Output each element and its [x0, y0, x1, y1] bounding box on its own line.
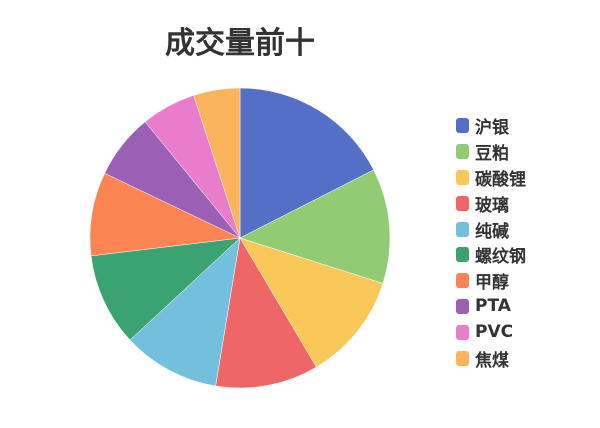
- legend-swatch: [456, 298, 469, 314]
- legend-item[interactable]: 沪银: [456, 113, 526, 139]
- legend-swatch: [456, 144, 469, 160]
- legend-label: 焦煤: [475, 350, 509, 371]
- legend-label: 玻璃: [475, 195, 509, 216]
- pie-slice-6[interactable]: [89, 172, 241, 257]
- legend-item[interactable]: 豆粕: [456, 139, 526, 165]
- pie-slice-9[interactable]: [193, 87, 241, 239]
- legend-item[interactable]: PVC: [456, 319, 526, 345]
- pie-slice-0[interactable]: [239, 87, 374, 239]
- legend-swatch: [456, 247, 469, 263]
- legend-item[interactable]: 碳酸锂: [456, 165, 526, 191]
- legend-swatch: [456, 195, 469, 211]
- pie-slice-3[interactable]: [215, 237, 317, 389]
- pie-slice-4[interactable]: [129, 237, 241, 387]
- pie-slice-1[interactable]: [239, 169, 391, 284]
- legend-label: 碳酸锂: [475, 169, 526, 190]
- legend-label: 纯碱: [475, 221, 509, 242]
- legend-swatch: [456, 118, 469, 134]
- legend-item[interactable]: 螺纹钢: [456, 242, 526, 268]
- legend-label: 豆粕: [475, 144, 509, 165]
- legend-item[interactable]: 纯碱: [456, 216, 526, 242]
- legend-item[interactable]: PTA: [456, 294, 526, 320]
- legend-item[interactable]: 甲醇: [456, 268, 526, 294]
- legend-swatch: [456, 221, 469, 237]
- pie-slice-2[interactable]: [239, 237, 384, 368]
- legend-swatch: [456, 350, 469, 366]
- legend-label: PVC: [475, 322, 514, 343]
- legend-item[interactable]: 焦煤: [456, 345, 526, 371]
- legend-label: 螺纹钢: [475, 247, 526, 268]
- chart-title: 成交量前十: [165, 26, 315, 61]
- legend: 沪银豆粕碳酸锂玻璃纯碱螺纹钢甲醇 PTA PVC 焦煤: [456, 113, 526, 371]
- legend-item[interactable]: 玻璃: [456, 190, 526, 216]
- legend-swatch: [456, 273, 469, 289]
- pie-slice-5[interactable]: [90, 237, 241, 341]
- legend-label: PTA: [475, 296, 511, 317]
- legend-label: 甲醇: [475, 273, 509, 294]
- legend-swatch: [456, 169, 469, 185]
- legend-swatch: [456, 324, 469, 340]
- legend-label: 沪银: [475, 118, 509, 139]
